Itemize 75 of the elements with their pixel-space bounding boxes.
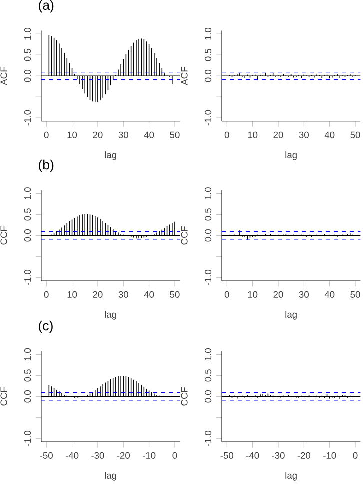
x-tick-label: 0 — [44, 132, 49, 138]
chart-title: (b) — [39, 160, 54, 172]
y-axis-title: CCF — [181, 387, 188, 406]
x-tick-label: 30 — [118, 132, 128, 138]
x-tick-label: 50 — [350, 132, 360, 138]
y-tick-label: 0.0 — [205, 230, 212, 242]
x-tick-label: -50 — [40, 452, 53, 459]
y-tick-label: 0.5 — [24, 370, 32, 382]
y-tick-label: -1.0 — [205, 110, 212, 126]
y-tick-label: 0.0 — [24, 390, 32, 403]
y-tick-label: 1.0 — [24, 348, 32, 360]
x-tick-label: -20 — [298, 452, 311, 459]
x-tick-label: -50 — [220, 452, 234, 459]
x-tick-label: -10 — [324, 452, 336, 459]
y-axis-title: CCF — [181, 226, 188, 245]
x-tick-label: 40 — [144, 132, 154, 138]
y-tick-label: 0.0 — [205, 390, 212, 403]
x-tick-label: 50 — [170, 291, 180, 298]
x-axis-title: lag — [105, 472, 116, 481]
y-tick-label: -1.0 — [205, 430, 212, 446]
y-tick-label: 1.0 — [205, 188, 212, 200]
x-tick-label: 40 — [144, 291, 154, 298]
x-tick-label: 30 — [299, 132, 309, 138]
y-tick-label: 1.0 — [24, 188, 32, 200]
x-axis-title: lag — [286, 311, 297, 320]
x-tick-label: 30 — [299, 291, 309, 298]
x-axis-title: lag — [286, 472, 297, 481]
y-tick-label: 1.0 — [205, 348, 212, 360]
y-tick-label: -1.0 — [24, 110, 32, 126]
chart-title: (a) — [39, 0, 54, 13]
x-tick-label: 40 — [324, 132, 335, 138]
x-axis-title: lag — [286, 152, 297, 160]
y-tick-label: 1.0 — [205, 28, 212, 40]
x-tick-label: -10 — [142, 452, 156, 459]
x-tick-label: -30 — [272, 452, 285, 459]
y-tick-label: 1.0 — [24, 28, 32, 40]
y-tick-label: -1.0 — [24, 430, 32, 446]
chart-title: (c) — [39, 320, 53, 334]
x-tick-label: 0 — [44, 291, 49, 298]
x-tick-label: 0 — [224, 291, 230, 298]
x-tick-label: 10 — [68, 291, 78, 298]
x-tick-label: 20 — [93, 132, 103, 138]
x-axis-title: lag — [105, 311, 116, 320]
x-tick-label: 20 — [274, 132, 284, 138]
x-tick-label: 0 — [172, 452, 178, 459]
x-tick-label: -20 — [117, 452, 130, 459]
x-tick-label: 50 — [170, 132, 180, 138]
y-tick-label: -1.0 — [205, 270, 212, 286]
x-tick-label: 0 — [353, 452, 358, 459]
x-tick-label: 30 — [118, 291, 128, 298]
y-tick-label: 0.5 — [24, 208, 32, 221]
y-tick-label: 0.5 — [205, 48, 212, 62]
x-tick-label: -30 — [92, 452, 104, 459]
x-tick-label: 20 — [93, 291, 103, 298]
x-tick-label: 10 — [68, 132, 78, 138]
x-tick-label: 50 — [350, 291, 360, 298]
x-tick-label: 0 — [224, 132, 230, 138]
x-tick-label: 20 — [274, 291, 284, 298]
y-tick-label: 0.5 — [205, 208, 212, 221]
y-axis-title: CCF — [0, 387, 8, 406]
x-axis-title: lag — [105, 152, 116, 160]
y-tick-label: 0.0 — [24, 70, 32, 82]
y-axis-title: ACF — [0, 67, 8, 86]
y-tick-label: -1.0 — [24, 270, 32, 286]
x-tick-label: -40 — [66, 452, 79, 459]
x-tick-label: -40 — [246, 452, 260, 459]
y-tick-label: 0.5 — [205, 370, 212, 382]
y-tick-label: 0.0 — [24, 230, 32, 242]
y-axis-title: ACF — [181, 67, 188, 86]
x-tick-label: 10 — [248, 132, 258, 138]
y-tick-label: 0.5 — [24, 48, 32, 62]
x-tick-label: 10 — [248, 291, 258, 298]
y-axis-title: CCF — [0, 226, 8, 245]
x-tick-label: 40 — [324, 291, 335, 298]
y-tick-label: 0.0 — [205, 70, 212, 82]
